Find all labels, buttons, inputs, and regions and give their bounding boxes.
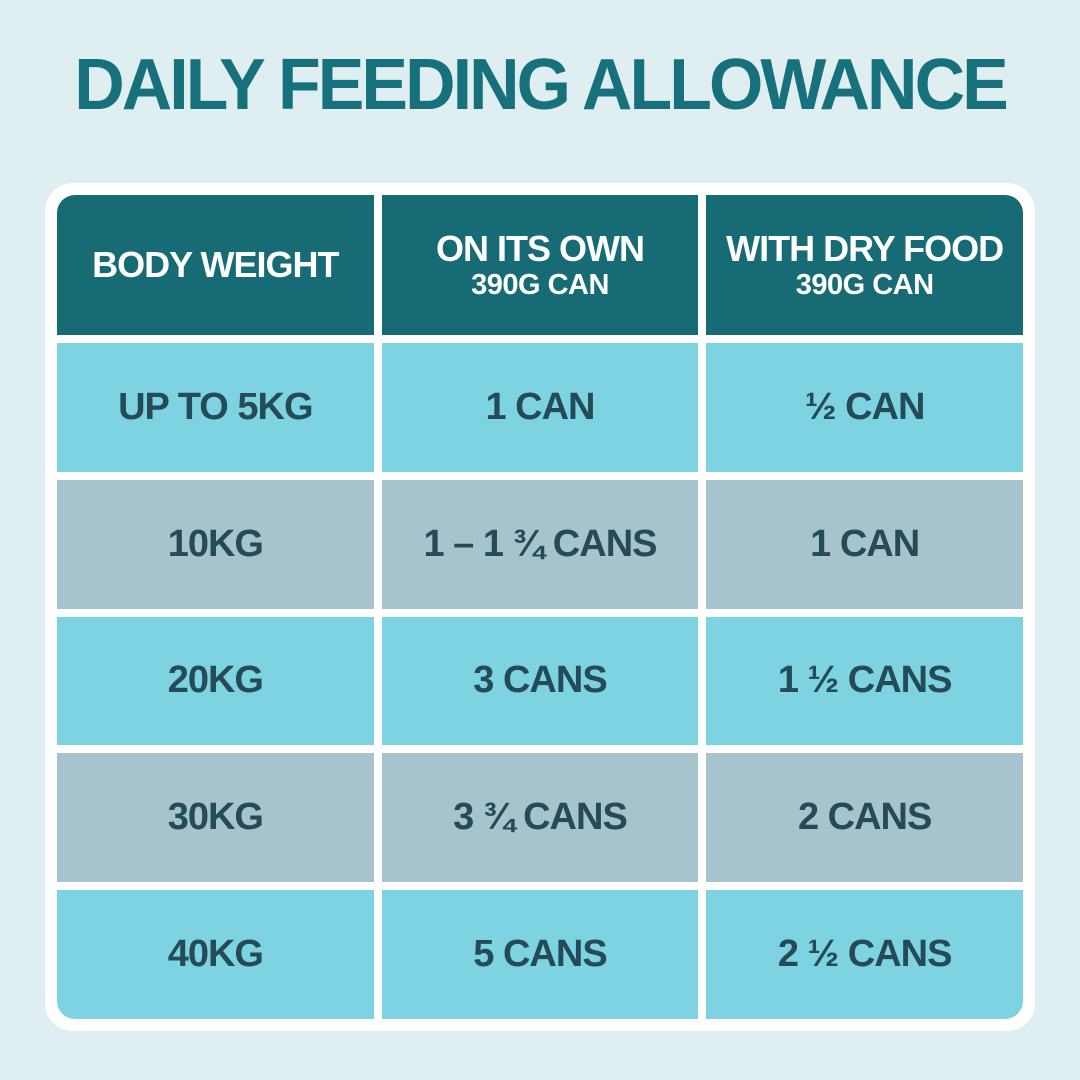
cell-with-dry-food-row2: 1 CAN — [706, 479, 1023, 609]
cell-weight-row5: 40KG — [57, 890, 374, 1019]
cell-weight-row1: UP TO 5KG — [57, 343, 374, 472]
cell-on-its-own-row3: 3 CANS — [381, 616, 699, 746]
header-label: ON ITS OWN — [435, 227, 645, 269]
cell-weight-row3: 20KG — [57, 616, 374, 746]
cell-on-its-own-row2: 1 – 1 ¾ CANS — [381, 479, 699, 609]
cell-weight-row2: 10KG — [57, 479, 374, 609]
header-cell-body-weight: BODY WEIGHT — [57, 195, 374, 335]
cell-on-its-own-row5: 5 CANS — [381, 890, 699, 1019]
feeding-allowance-table: BODY WEIGHT ON ITS OWN 390G CAN WITH DRY… — [45, 183, 1035, 1031]
cell-with-dry-food-row3: 1 ½ CANS — [706, 616, 1023, 746]
header-sublabel: 390G CAN — [795, 269, 934, 302]
header-cell-with-dry-food: WITH DRY FOOD 390G CAN — [706, 195, 1023, 335]
header-label: BODY WEIGHT — [92, 244, 339, 286]
cell-with-dry-food-row1: ½ CAN — [706, 343, 1023, 472]
cell-with-dry-food-row5: 2 ½ CANS — [706, 890, 1023, 1019]
header-sublabel: 390G CAN — [471, 269, 609, 302]
cell-weight-row4: 30KG — [57, 753, 374, 883]
page-title: DAILY FEEDING ALLOWANCE — [74, 45, 1009, 125]
cell-on-its-own-row4: 3 ¾ CANS — [381, 753, 699, 883]
header-label: WITH DRY FOOD — [726, 227, 1004, 269]
cell-with-dry-food-row4: 2 CANS — [706, 753, 1023, 883]
header-cell-on-its-own: ON ITS OWN 390G CAN — [381, 195, 699, 335]
cell-on-its-own-row1: 1 CAN — [381, 343, 699, 472]
